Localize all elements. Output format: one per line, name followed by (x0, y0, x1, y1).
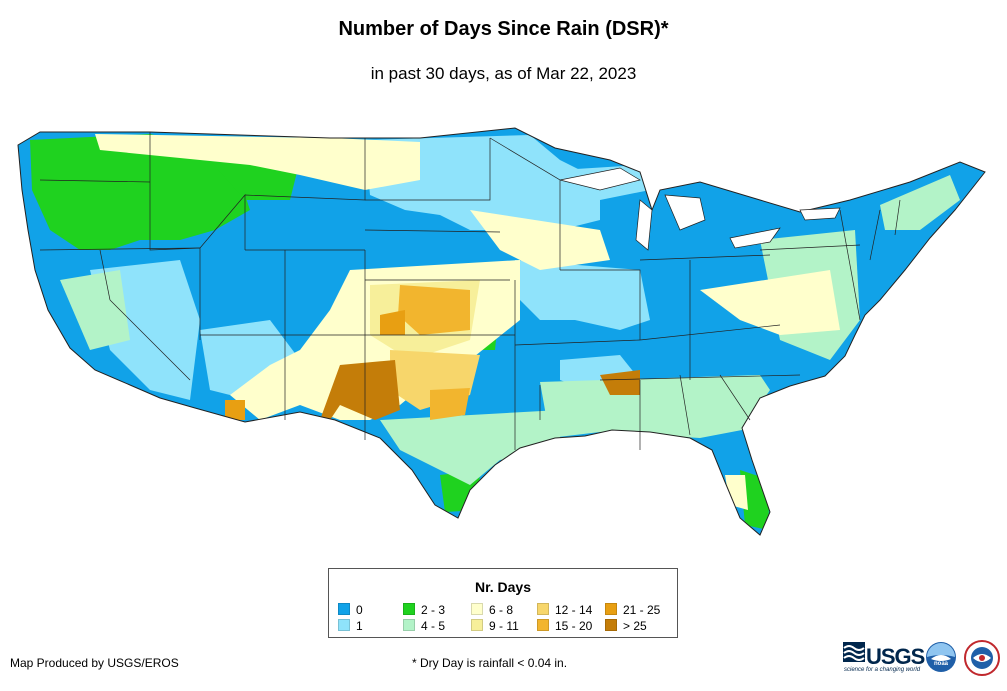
legend-label: 6 - 8 (489, 603, 514, 617)
legend-swatch (403, 619, 415, 631)
legend-swatch (605, 603, 617, 615)
noaa-logo-text: noaa (934, 661, 949, 667)
legend-item-3: 4 - 5 (403, 619, 445, 633)
legend-swatch (537, 619, 549, 631)
legend-swatch (471, 603, 483, 615)
legend-item-2: 2 - 3 (403, 603, 445, 617)
legend-item-7: 15 - 20 (537, 619, 592, 633)
legend-title: Nr. Days (474, 579, 532, 595)
legend-item-1: 1 (338, 619, 363, 633)
legend: Nr. Days 0 1 2 - 3 4 - 5 6 - 8 9 - 11 12… (328, 568, 678, 638)
legend-item-4: 6 - 8 (471, 603, 513, 617)
usgs-logo-icon (843, 642, 865, 662)
noaa-logo-icon: noaa (926, 642, 956, 672)
nws-logo-icon (964, 640, 1000, 676)
usgs-tagline: science for a changing world (844, 667, 921, 673)
legend-swatch (403, 603, 415, 615)
legend-label: 2 - 3 (421, 603, 446, 617)
us-dsr-map (17, 127, 986, 536)
legend-label: 1 (356, 619, 363, 633)
map-subtitle: in past 30 days, as of Mar 22, 2023 (370, 64, 637, 83)
legend-swatch (338, 619, 350, 631)
usgs-logo-text: USGS (866, 644, 925, 669)
legend-label: 0 (356, 603, 363, 617)
legend-label: 4 - 5 (421, 619, 446, 633)
legend-swatch (605, 619, 617, 631)
legend-swatch (537, 603, 549, 615)
legend-item-5: 9 - 11 (471, 619, 519, 633)
legend-item-0: 0 (338, 603, 363, 617)
legend-item-9: > 25 (605, 619, 647, 633)
legend-item-6: 12 - 14 (537, 603, 592, 617)
legend-label: 21 - 25 (623, 603, 661, 617)
legend-label: 12 - 14 (555, 603, 593, 617)
legend-swatch (338, 603, 350, 615)
legend-label: 15 - 20 (555, 619, 593, 633)
legend-swatch (471, 619, 483, 631)
legend-item-8: 21 - 25 (605, 603, 660, 617)
map-title: Number of Days Since Rain (DSR)* (338, 18, 669, 40)
credit-text: Map Produced by USGS/EROS (10, 656, 179, 670)
legend-label: 9 - 11 (489, 619, 519, 633)
footnote-text: * Dry Day is rainfall < 0.04 in. (412, 656, 568, 670)
legend-label: > 25 (623, 619, 647, 633)
